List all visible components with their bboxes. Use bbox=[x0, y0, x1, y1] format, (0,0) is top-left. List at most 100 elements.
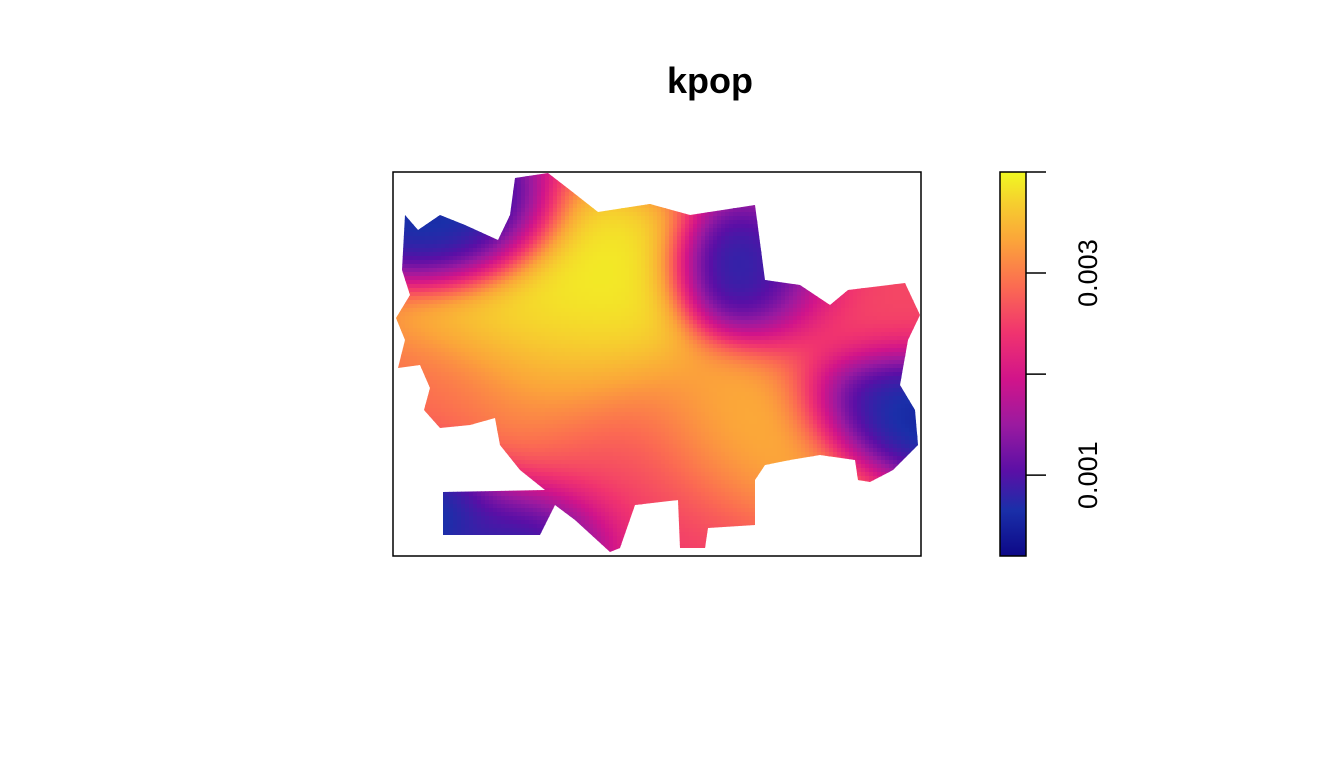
heatmap-cell bbox=[833, 208, 838, 213]
heatmap-cell bbox=[573, 256, 578, 261]
heatmap-cell bbox=[741, 184, 746, 189]
heatmap-cell bbox=[789, 200, 794, 205]
heatmap-cell bbox=[657, 268, 662, 273]
heatmap-cell bbox=[725, 296, 730, 301]
heatmap-cell bbox=[401, 220, 406, 225]
heatmap-cell bbox=[685, 320, 690, 325]
heatmap-cell bbox=[421, 256, 426, 261]
heatmap-cell bbox=[725, 176, 730, 181]
heatmap-cell bbox=[569, 196, 574, 201]
heatmap-cell bbox=[581, 196, 586, 201]
heatmap-cell bbox=[913, 244, 918, 249]
heatmap-cell bbox=[801, 284, 806, 289]
heatmap-cell bbox=[537, 200, 542, 205]
heatmap-cell bbox=[441, 252, 446, 257]
heatmap-cell bbox=[781, 240, 786, 245]
heatmap-cell bbox=[717, 176, 722, 181]
heatmap-cell bbox=[861, 200, 866, 205]
heatmap-cell bbox=[753, 264, 758, 269]
heatmap-cell bbox=[653, 220, 658, 225]
heatmap-cell bbox=[797, 224, 802, 229]
heatmap-cell bbox=[857, 288, 862, 293]
heatmap-cell bbox=[841, 220, 846, 225]
heatmap-cell bbox=[405, 224, 410, 229]
heatmap-cell bbox=[589, 292, 594, 297]
heatmap-cell bbox=[545, 228, 550, 233]
heatmap-cell bbox=[453, 256, 458, 261]
heatmap-cell bbox=[645, 300, 650, 305]
heatmap-cell bbox=[521, 284, 526, 289]
heatmap-cell bbox=[521, 252, 526, 257]
heatmap-cell bbox=[557, 252, 562, 257]
heatmap-cell bbox=[477, 224, 482, 229]
heatmap-cell bbox=[685, 212, 690, 217]
heatmap-cell bbox=[525, 184, 530, 189]
heatmap-cell bbox=[401, 240, 406, 245]
heatmap-cell bbox=[609, 208, 614, 213]
heatmap-cell bbox=[481, 292, 486, 297]
heatmap-cell bbox=[521, 244, 526, 249]
heatmap-cell bbox=[733, 176, 738, 181]
heatmap-cell bbox=[465, 276, 470, 281]
heatmap-cell bbox=[641, 252, 646, 257]
heatmap-cell bbox=[405, 192, 410, 197]
heatmap-cell bbox=[501, 196, 506, 201]
heatmap-cell bbox=[413, 176, 418, 181]
heatmap-cell bbox=[621, 268, 626, 273]
heatmap-cell bbox=[469, 292, 474, 297]
heatmap-cell bbox=[877, 272, 882, 277]
heatmap-cell bbox=[873, 292, 878, 297]
heatmap-cell bbox=[621, 236, 626, 241]
heatmap-cell bbox=[853, 196, 858, 201]
heatmap-cell bbox=[561, 272, 566, 277]
heatmap-cell bbox=[897, 304, 902, 309]
heatmap-cell bbox=[769, 216, 774, 221]
heatmap-cell bbox=[641, 260, 646, 265]
heatmap-cell bbox=[885, 244, 890, 249]
heatmap-cell bbox=[729, 248, 734, 253]
heatmap-cell bbox=[841, 248, 846, 253]
heatmap-cell bbox=[461, 300, 466, 305]
heatmap-cell bbox=[861, 240, 866, 245]
heatmap-cell bbox=[829, 200, 834, 205]
heatmap-cell bbox=[689, 272, 694, 277]
heatmap-cell bbox=[873, 308, 878, 313]
heatmap-cell bbox=[901, 288, 906, 293]
heatmap-cell bbox=[677, 216, 682, 221]
heatmap-cell bbox=[605, 236, 610, 241]
heatmap-cell bbox=[709, 228, 714, 233]
heatmap-cell bbox=[673, 240, 678, 245]
heatmap-cell bbox=[817, 256, 822, 261]
heatmap-cell bbox=[581, 220, 586, 225]
heatmap-cell bbox=[765, 280, 770, 285]
heatmap-cell bbox=[729, 312, 734, 317]
heatmap-cell bbox=[853, 276, 858, 281]
heatmap-cell bbox=[813, 268, 818, 273]
heatmap-cell bbox=[877, 304, 882, 309]
heatmap-cell bbox=[841, 240, 846, 245]
heatmap-cell bbox=[641, 188, 646, 193]
heatmap-cell bbox=[737, 292, 742, 297]
heatmap-cell bbox=[697, 236, 702, 241]
heatmap-cell bbox=[525, 296, 530, 301]
heatmap-cell bbox=[561, 220, 566, 225]
heatmap-cell bbox=[421, 296, 426, 301]
heatmap-cell bbox=[509, 268, 514, 273]
heatmap-cell bbox=[709, 292, 714, 297]
heatmap-cell bbox=[741, 200, 746, 205]
heatmap-cell bbox=[813, 300, 818, 305]
heatmap-cell bbox=[865, 180, 870, 185]
heatmap-cell bbox=[657, 292, 662, 297]
heatmap-cell bbox=[585, 220, 590, 225]
heatmap-cell bbox=[401, 184, 406, 189]
heatmap-cell bbox=[665, 284, 670, 289]
heatmap-cell bbox=[589, 176, 594, 181]
heatmap-cell bbox=[429, 180, 434, 185]
heatmap-cell bbox=[401, 176, 406, 181]
heatmap-cell bbox=[581, 292, 586, 297]
heatmap-cell bbox=[829, 260, 834, 265]
heatmap-cell bbox=[789, 268, 794, 273]
heatmap-cell bbox=[597, 216, 602, 221]
heatmap-cell bbox=[485, 288, 490, 293]
heatmap-cell bbox=[749, 176, 754, 181]
